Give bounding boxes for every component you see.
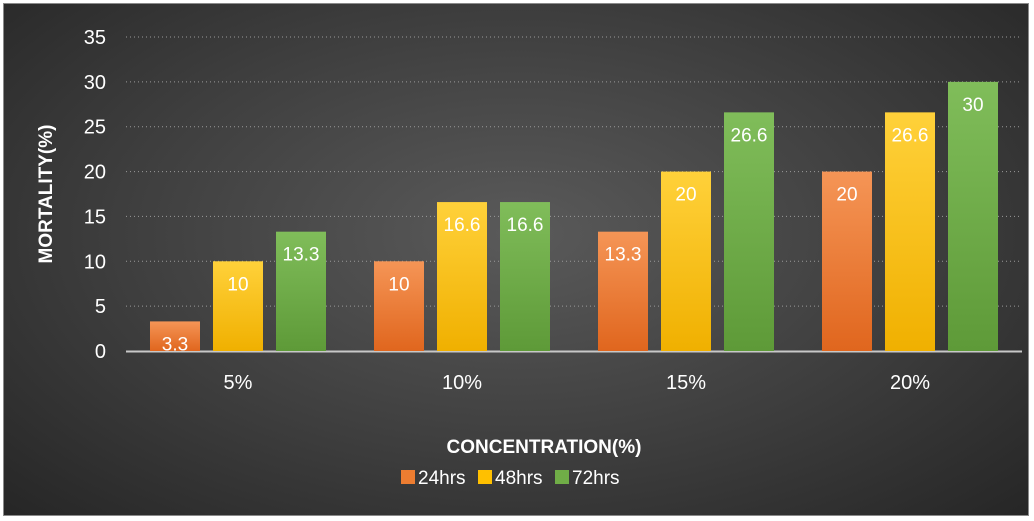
data-label: 16.6 (444, 215, 481, 236)
data-label: 16.6 (507, 215, 544, 236)
data-label: 26.6 (892, 125, 929, 146)
data-label: 20 (836, 185, 857, 206)
x-tick-label: 15% (666, 372, 706, 394)
data-label: 30 (962, 95, 983, 116)
bar-72hrs-5% (276, 231, 326, 351)
bars (150, 81, 998, 351)
bar-48hrs-20% (885, 112, 935, 351)
bar-24hrs-20% (822, 171, 872, 351)
legend-swatch-24hrs (401, 470, 415, 484)
y-tick-label: 15 (84, 206, 106, 228)
x-axis-title: CONCENTRATION(%) (447, 437, 642, 458)
x-axis-ticks: 5% 10% 15% 20% (224, 372, 931, 394)
bar-24hrs-15% (598, 231, 648, 351)
legend-label-48hrs: 48hrs (495, 468, 543, 489)
x-tick-label: 5% (224, 372, 253, 394)
chart-frame: 0 5 10 15 20 25 30 35 3.3 10 13.3 10 16.6 16.6 13.3 20… (3, 3, 1029, 516)
x-tick-label: 10% (442, 372, 482, 394)
bar-24hrs-10% (374, 261, 424, 351)
y-tick-label: 20 (84, 162, 106, 184)
y-tick-label: 10 (84, 251, 106, 273)
y-tick-label: 35 (84, 27, 106, 49)
data-label: 20 (675, 185, 696, 206)
gridlines (126, 36, 1022, 353)
y-tick-label: 0 (95, 341, 106, 363)
x-tick-label: 20% (890, 372, 930, 394)
data-label: 10 (388, 274, 409, 295)
legend: 24hrs 48hrs 72hrs (401, 468, 620, 489)
y-axis-ticks: 0 5 10 15 20 25 30 35 (84, 27, 106, 363)
legend-label-24hrs: 24hrs (418, 468, 466, 489)
data-labels: 3.3 10 13.3 10 16.6 16.6 13.3 20 26.6 20 26.6 30 (162, 95, 984, 356)
bar-72hrs-15% (724, 112, 774, 351)
bar-48hrs-15% (661, 171, 711, 351)
bar-72hrs-20% (948, 81, 998, 351)
legend-swatch-48hrs (478, 470, 492, 484)
y-tick-label: 5 (95, 296, 106, 318)
bar-48hrs-10% (437, 202, 487, 351)
bar-48hrs-5% (213, 261, 263, 351)
data-label: 26.6 (731, 125, 768, 146)
y-tick-label: 30 (84, 72, 106, 94)
data-label: 3.3 (162, 334, 188, 355)
bar-chart: 0 5 10 15 20 25 30 35 3.3 10 13.3 10 16.6 16.6 13.3 20… (36, 27, 1022, 489)
y-tick-label: 25 (84, 117, 106, 139)
data-label: 13.3 (283, 245, 320, 266)
bar-24hrs-5% (150, 321, 200, 351)
y-axis-title: MORTALITY(%) (36, 125, 57, 264)
data-label: 10 (227, 274, 248, 295)
bar-72hrs-10% (500, 202, 550, 351)
legend-label-72hrs: 72hrs (572, 468, 620, 489)
data-label: 13.3 (605, 245, 642, 266)
legend-swatch-72hrs (555, 470, 569, 484)
